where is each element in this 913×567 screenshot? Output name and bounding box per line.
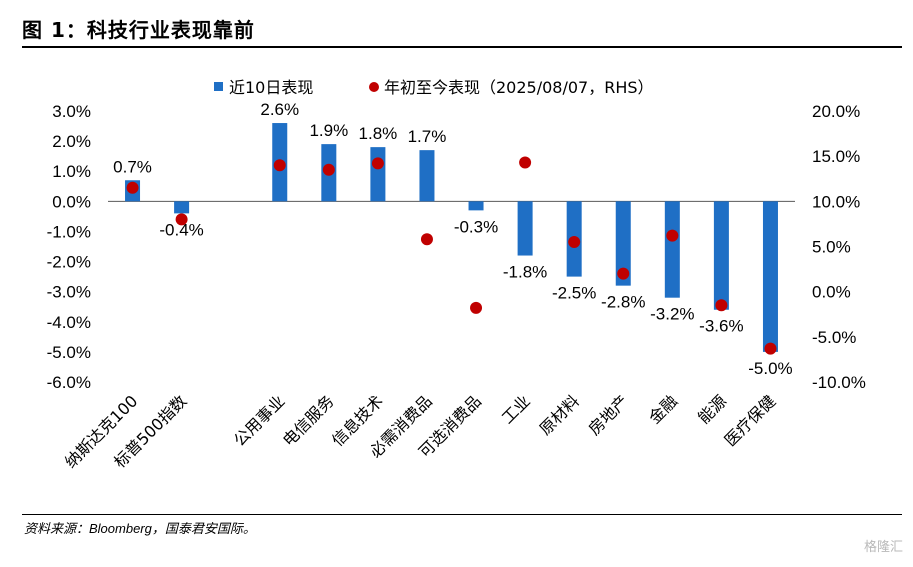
scatter-point	[371, 157, 384, 170]
bar	[174, 201, 190, 214]
left-axis-tick-label: -1.0%	[47, 222, 91, 241]
source-divider	[22, 514, 902, 515]
bar	[762, 201, 778, 352]
figure-title-block: 图 1：科技行业表现靠前	[22, 14, 902, 43]
legend-swatch-bar	[214, 82, 223, 91]
right-axis-tick-label: -10.0%	[812, 373, 866, 392]
title-divider	[22, 46, 902, 48]
bar-data-label: -0.3%	[454, 217, 498, 236]
scatter-point	[568, 235, 581, 248]
left-axis-tick-label: -2.0%	[47, 253, 91, 272]
bar	[468, 201, 484, 211]
scatter-point	[715, 299, 728, 312]
right-axis-tick-label: 10.0%	[812, 192, 860, 211]
bar-data-label: -1.8%	[503, 263, 547, 282]
left-axis-tick-label: 0.0%	[52, 192, 91, 211]
scatter-point	[617, 267, 630, 280]
source-note: 资料来源：Bloomberg，国泰君安国际。	[24, 521, 256, 536]
scatter-point	[420, 233, 433, 246]
left-axis-tick-label: -4.0%	[47, 313, 91, 332]
bar	[664, 201, 680, 298]
bar-data-label: 1.9%	[309, 121, 348, 140]
bar	[419, 150, 435, 202]
legend-label-bar: 近10日表现	[229, 78, 313, 97]
watermark-logo: 格隆汇	[864, 536, 903, 555]
scatter-point	[126, 181, 139, 194]
bar	[370, 147, 386, 202]
bar-data-label: -3.6%	[699, 317, 743, 336]
right-axis-tick-label: 0.0%	[812, 283, 851, 302]
category-label: 电信服务	[279, 391, 338, 450]
category-label: 能源	[694, 391, 730, 427]
category-label: 工业	[498, 391, 534, 427]
bar-data-label: -0.4%	[159, 220, 203, 239]
scatter-point	[519, 156, 532, 169]
bar-data-label: 2.6%	[260, 100, 299, 119]
scatter-point	[322, 163, 335, 176]
legend-label-dot: 年初至今表现（2025/08/07，RHS）	[384, 78, 654, 97]
legend-swatch-dot	[369, 82, 379, 92]
scatter-point	[764, 342, 777, 355]
category-label: 医疗保健	[721, 391, 780, 450]
bar	[713, 201, 729, 310]
category-label: 原材料	[536, 391, 583, 438]
bar-data-label: -3.2%	[650, 305, 694, 324]
bar-data-label: -2.8%	[601, 293, 645, 312]
bar-data-label: 1.7%	[408, 127, 447, 146]
scatter-point	[175, 213, 188, 226]
right-axis-tick-label: 15.0%	[812, 147, 860, 166]
left-axis-tick-label: 3.0%	[52, 102, 91, 121]
right-axis-tick-label: 5.0%	[812, 238, 851, 257]
bar-data-label: 0.7%	[113, 157, 152, 176]
bar-data-label: 1.8%	[359, 124, 398, 143]
category-label: 房地产	[585, 391, 632, 438]
scatter-point	[273, 159, 286, 172]
right-axis-tick-label: 20.0%	[812, 102, 860, 121]
bar	[517, 201, 533, 256]
watermark-text: 格隆汇	[863, 540, 903, 555]
bar	[615, 201, 631, 286]
bar-data-label: -5.0%	[748, 359, 792, 378]
left-axis-tick-label: -5.0%	[47, 343, 91, 362]
left-axis-tick-label: 1.0%	[52, 162, 91, 181]
scatter-point	[666, 229, 679, 242]
figure-title: 图 1：科技行业表现靠前	[22, 18, 255, 42]
left-axis-tick-label: -3.0%	[47, 283, 91, 302]
category-label: 公用事业	[230, 391, 289, 450]
bar-data-label: -2.5%	[552, 284, 596, 303]
scatter-point	[470, 301, 483, 314]
category-label: 金融	[645, 391, 681, 427]
left-axis-tick-label: 2.0%	[52, 132, 91, 151]
right-axis-tick-label: -5.0%	[812, 328, 856, 347]
left-axis-tick-label: -6.0%	[47, 373, 91, 392]
